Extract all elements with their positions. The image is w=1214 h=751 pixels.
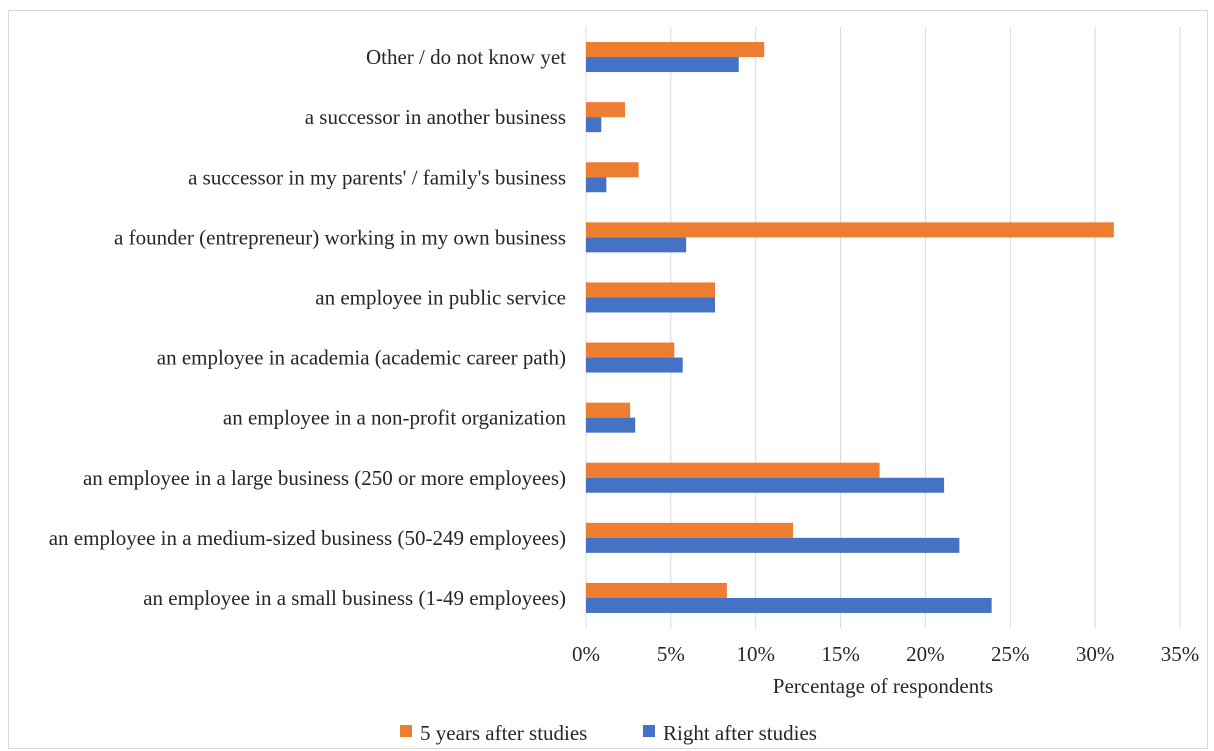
legend-label-right-after: Right after studies [663, 721, 817, 745]
bar-5-years-after [586, 522, 794, 538]
bar-5-years-after [586, 402, 631, 418]
legend: 5 years after studies Right after studie… [400, 721, 817, 745]
bar-right-after [586, 597, 992, 613]
bar-right-after [586, 357, 683, 373]
gridlines [585, 27, 1181, 628]
category-label: an employee in a small business (1-49 em… [143, 586, 566, 610]
bar-5-years-after [586, 162, 639, 178]
x-tick-label: 35% [1161, 642, 1200, 666]
x-tick-label: 5% [657, 642, 685, 666]
x-tick-labels: 0% 5% 10% 15% 20% 25% 30% 35% [572, 642, 1199, 666]
bar-5-years-after [586, 282, 715, 298]
bar-right-after [586, 57, 739, 73]
category-label: an employee in public service [315, 285, 566, 309]
bar-right-after [586, 417, 636, 433]
bars [586, 42, 1114, 613]
category-labels: an employee in a small business (1-49 em… [49, 45, 567, 610]
category-label: an employee in a large business (250 or … [83, 466, 566, 490]
legend-swatch-right-after [643, 725, 655, 737]
legend-swatch-5-years [400, 725, 412, 737]
chart-frame: an employee in a small business (1-49 em… [8, 10, 1208, 749]
category-label: an employee in a non-profit organization [223, 406, 567, 430]
category-label: a successor in another business [305, 105, 566, 129]
x-tick-label: 20% [906, 642, 945, 666]
bar-5-years-after [586, 462, 880, 478]
bar-right-after [586, 477, 945, 493]
bar-5-years-after [586, 222, 1114, 238]
x-axis-title: Percentage of respondents [773, 674, 993, 698]
x-tick-label: 0% [572, 642, 600, 666]
category-label: an employee in academia (academic career… [157, 346, 566, 370]
category-label: a successor in my parents' / family's bu… [188, 165, 566, 189]
x-tick-label: 25% [991, 642, 1030, 666]
bar-5-years-after [586, 582, 727, 598]
category-label: a founder (entrepreneur) working in my o… [114, 225, 566, 249]
legend-label-5-years: 5 years after studies [420, 721, 587, 745]
x-tick-label: 30% [1076, 642, 1115, 666]
bar-right-after [586, 177, 607, 193]
category-label: an employee in a medium-sized business (… [49, 526, 566, 550]
bar-right-after [586, 537, 960, 553]
bar-right-after [586, 297, 715, 313]
bar-right-after [586, 117, 602, 133]
bar-5-years-after [586, 42, 765, 58]
bar-right-after [586, 237, 687, 253]
bar-5-years-after [586, 102, 626, 118]
x-tick-label: 10% [736, 642, 775, 666]
x-tick-label: 15% [821, 642, 860, 666]
bar-5-years-after [586, 342, 675, 358]
category-label: Other / do not know yet [366, 45, 566, 69]
bar-chart: an employee in a small business (1-49 em… [49, 27, 1199, 745]
